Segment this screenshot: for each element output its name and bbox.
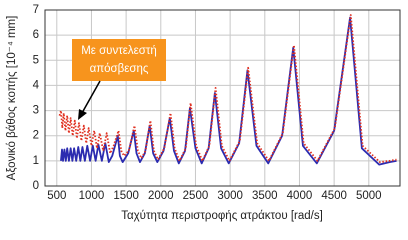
- x-tick-label: 2500: [183, 190, 209, 202]
- x-tick-label: 1000: [79, 190, 105, 202]
- series-line: [60, 16, 397, 166]
- annotation-box: [72, 39, 166, 81]
- lines: [58, 14, 397, 166]
- plot-frame: [44, 9, 401, 187]
- y-tick-label: 4: [33, 79, 40, 91]
- y-tick-label: 6: [33, 29, 39, 41]
- x-tick-label: 5000: [356, 190, 382, 202]
- annotation-arrow: [81, 80, 101, 114]
- x-tick-label: 4000: [287, 190, 313, 202]
- y-tick-label: 2: [33, 130, 39, 142]
- annotation-text: απόσβεσης: [90, 63, 149, 75]
- annotation: Με συντελεστή απόσβεσης: [72, 39, 166, 120]
- y-axis-label: Αξονικό βάθος κοπής [10⁻⁴ mm]: [6, 16, 18, 181]
- y-tick-label: 3: [33, 105, 39, 117]
- x-tick-label: 3500: [252, 190, 278, 202]
- x-tick-label: 1500: [113, 190, 139, 202]
- x-tick-label: 500: [47, 190, 66, 202]
- y-tick-label: 5: [33, 54, 39, 66]
- background: [0, 0, 408, 230]
- arrow-head: [78, 109, 87, 120]
- chart: Ταχύτητα περιστροφής ατράκτου [rad/s] Αξ…: [0, 0, 408, 230]
- x-axis-label: Ταχύτητα περιστροφής ατράκτου [rad/s]: [121, 210, 323, 222]
- y-tick-label: 1: [33, 155, 39, 167]
- x-tick-label: 2000: [148, 190, 174, 202]
- x-tick-label: 3000: [217, 190, 243, 202]
- y-tick-label: 0: [33, 180, 39, 192]
- x-tick-label: 4500: [321, 190, 347, 202]
- annotation-text: Με συντελεστή: [81, 45, 157, 57]
- y-tick-label: 7: [33, 4, 39, 16]
